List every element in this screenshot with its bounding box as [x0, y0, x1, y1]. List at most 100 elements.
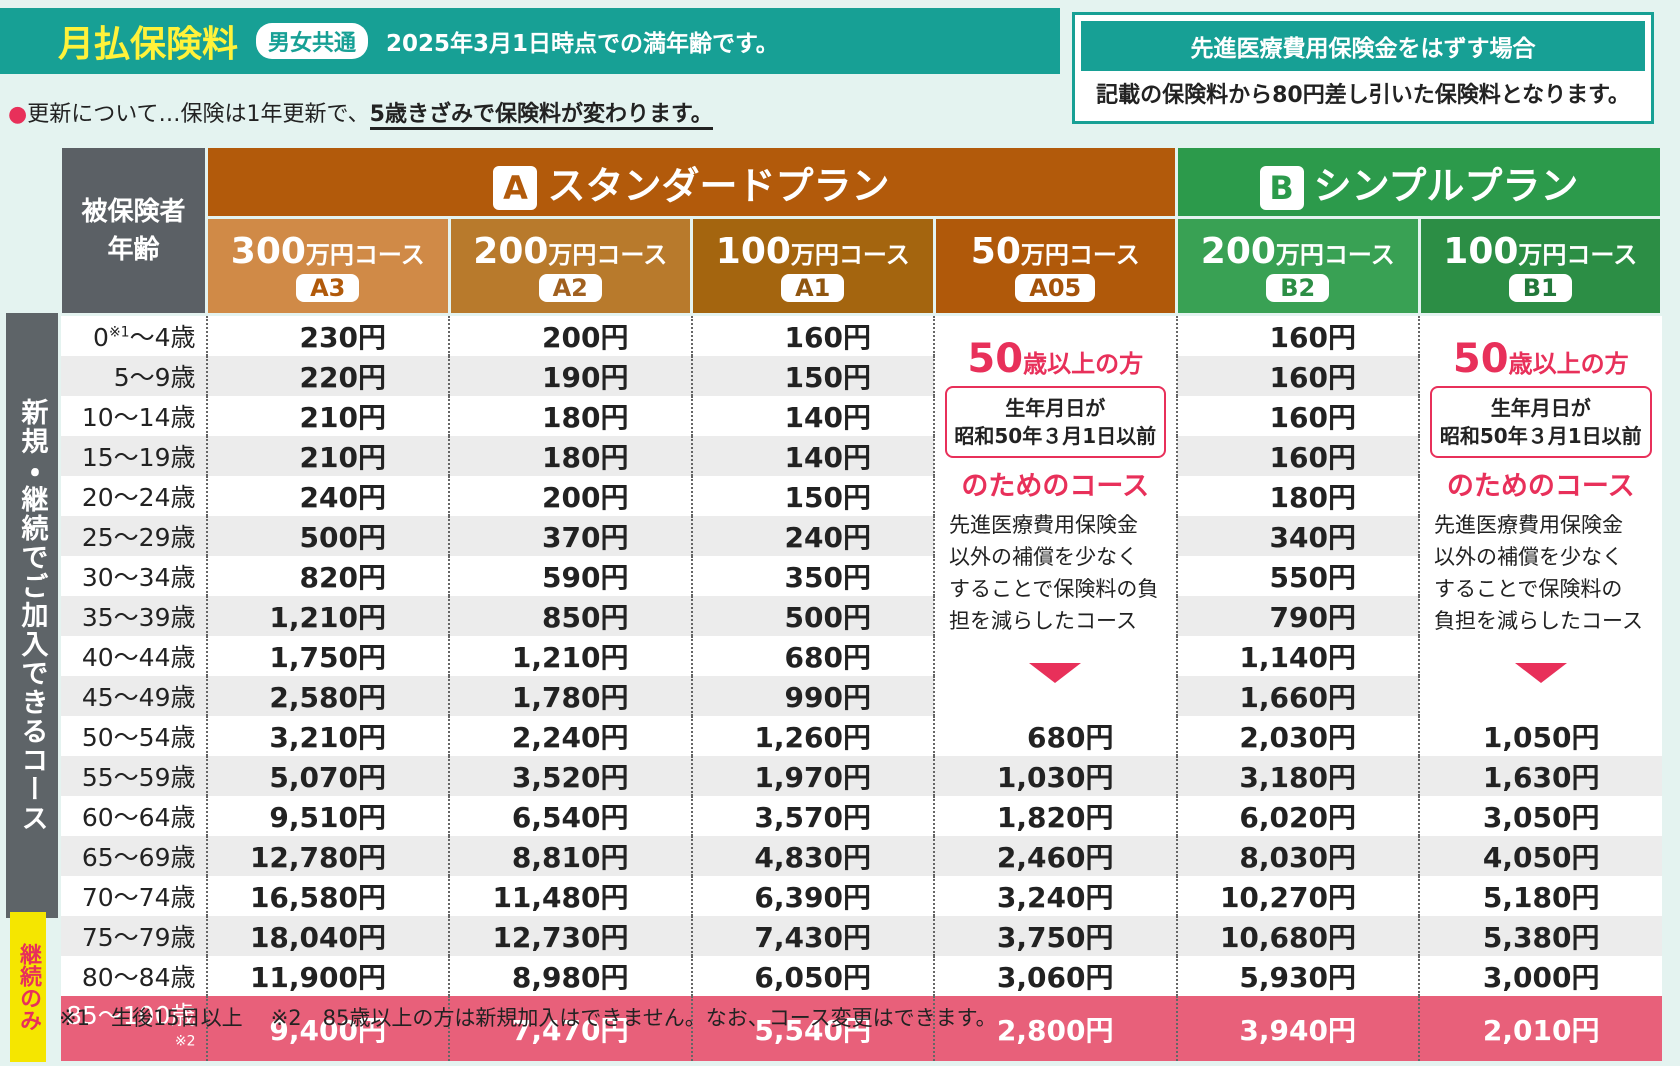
note-heading-text: 歳以上の方 — [1023, 350, 1144, 378]
table-row: 0※1〜4歳 230円 200円 160円 50歳以上の方 生年月日が 昭和50年３月1日以… — [60, 314, 1662, 716]
premium: 1,780円 — [448, 676, 692, 716]
premium: 180円 — [1175, 476, 1419, 516]
note-heading: 50歳以上の方 — [941, 336, 1170, 382]
table-row: 80〜84歳 11,900円 8,980円 6,050円 3,060円 5,930円 3,0… — [60, 956, 1662, 996]
premium: 240円 — [205, 476, 449, 516]
premium: 6,540円 — [448, 796, 692, 836]
course-unit: 万円コース — [1518, 240, 1638, 269]
premium: 18,040円 — [205, 916, 449, 956]
course-amount: 200 — [1200, 230, 1276, 272]
course-code: A05 — [1015, 273, 1096, 302]
note-purpose: のためのコース — [961, 471, 1150, 502]
premium: 2,010円 — [1418, 996, 1662, 1061]
premium: 140円 — [690, 436, 934, 476]
side-box: 先進医療費用保険金をはずす場合 記載の保険料から80円差し引いた保険料となります… — [1072, 12, 1654, 124]
note-cell: 50歳以上の方 生年月日が 昭和50年３月1日以前 のためのコース 先進医療費用保険金以… — [1418, 314, 1662, 716]
badge: 男女共通 — [256, 23, 369, 59]
premium: 370円 — [448, 516, 692, 556]
premium: 11,480円 — [448, 876, 692, 916]
note-desc-line: 負担を減らしたコース — [1434, 609, 1643, 633]
age-note: ※1 — [108, 324, 130, 341]
premium: 1,050円 — [1418, 716, 1662, 756]
premium: 150円 — [690, 476, 934, 516]
premium: 140円 — [690, 396, 934, 436]
premium: 1,660円 — [1175, 676, 1419, 716]
age-cell: 65〜69歳 — [60, 836, 207, 876]
course-amount: 100 — [1443, 230, 1519, 272]
premium: 3,180円 — [1175, 756, 1419, 796]
premium: 210円 — [205, 396, 449, 436]
premium: 4,830円 — [690, 836, 934, 876]
premium: 3,240円 — [933, 876, 1177, 916]
note-purpose: のためのコース — [1446, 471, 1635, 502]
table-row: 50〜54歳 3,210円 2,240円 1,260円 680円 2,030円 1,050円 — [60, 716, 1662, 756]
age: 10〜14歳 — [81, 403, 196, 432]
age-cell: 10〜14歳 — [60, 396, 207, 436]
age-cell: 0※1〜4歳 — [60, 314, 207, 356]
premium: 220円 — [205, 356, 449, 396]
course-unit: 万円コース — [1275, 240, 1395, 269]
premium: 210円 — [205, 436, 449, 476]
premium: 5,540円 — [690, 996, 934, 1061]
note-box-line: 昭和50年３月1日以前 — [954, 424, 1157, 448]
premium: 12,780円 — [205, 836, 449, 876]
plan-letter: A — [493, 165, 538, 210]
course-header: 100万円コース A1 — [690, 216, 936, 316]
course-unit: 万円コース — [790, 240, 910, 269]
table-row: 40〜44歳 1,750円 1,210円 680円 1,140円 — [60, 636, 1662, 676]
age: 30〜34歳 — [81, 563, 196, 592]
premium: 8,980円 — [448, 956, 692, 996]
note-box: 生年月日が 昭和50年３月1日以前 — [945, 386, 1166, 458]
premium: 3,570円 — [690, 796, 934, 836]
table-row: 75〜79歳 18,040円 12,730円 7,430円 3,750円 10,680円 5… — [60, 916, 1662, 956]
premium: 9,510円 — [205, 796, 449, 836]
premium: 990円 — [690, 676, 934, 716]
note-desc-line: 先進医療費用保険金 — [949, 513, 1138, 537]
age-cell: 30〜34歳 — [60, 556, 207, 596]
premium: 1,210円 — [205, 596, 449, 636]
renewal-emphasis: 5歳きざみで保険料が変わります。 — [369, 102, 713, 130]
premium: 3,060円 — [933, 956, 1177, 996]
premium: 6,390円 — [690, 876, 934, 916]
age-cell: 35〜39歳 — [60, 596, 207, 636]
age-note: ※2 — [174, 1033, 196, 1050]
premium: 10,270円 — [1175, 876, 1419, 916]
plan-header: A スタンダードプラン — [205, 145, 1178, 219]
course-unit: 万円コース — [548, 240, 668, 269]
age-header-line: 被保険者 — [81, 196, 186, 227]
note-desc-line: 以外の補償を少なく — [949, 545, 1138, 569]
age: 0 — [93, 323, 109, 352]
age: 〜4歳 — [129, 323, 196, 352]
age: 75〜79歳 — [81, 923, 196, 952]
age: 15〜19歳 — [81, 443, 196, 472]
age: 70〜74歳 — [81, 883, 196, 912]
premium: 180円 — [448, 396, 692, 436]
premium: 11,900円 — [205, 956, 449, 996]
footnote: ※1 生後15日以上 — [59, 1006, 243, 1030]
age-cell: 70〜74歳 — [60, 876, 207, 916]
premium: 1,260円 — [690, 716, 934, 756]
premium: 6,020円 — [1175, 796, 1419, 836]
premium: 4,050円 — [1418, 836, 1662, 876]
premium: 3,050円 — [1418, 796, 1662, 836]
premium: 10,680円 — [1175, 916, 1419, 956]
note-heading-num: 50 — [1452, 336, 1509, 382]
age-cell: 75〜79歳 — [60, 916, 207, 956]
premium: 500円 — [690, 596, 934, 636]
age: 40〜44歳 — [81, 643, 196, 672]
table-row: 55〜59歳 5,070円 3,520円 1,970円 1,030円 3,180円 1,63… — [60, 756, 1662, 796]
course-unit: 万円コース — [305, 240, 425, 269]
table-row: 70〜74歳 16,580円 11,480円 6,390円 3,240円 10,270円 5… — [60, 876, 1662, 916]
note-arrow — [1029, 663, 1082, 683]
course-code: A1 — [781, 273, 845, 302]
course-amount: 300 — [230, 230, 306, 272]
banner: 月払保険料 男女共通 2025年3月1日時点での満年齢です。 — [0, 8, 1060, 74]
premium: 3,520円 — [448, 756, 692, 796]
age: 5〜9歳 — [113, 363, 196, 392]
premium-table: 被保険者 年齢 A スタンダードプラン B シンプルプラン 300万円コース A3 200万円コ… — [59, 145, 1663, 1061]
premium: 1,630円 — [1418, 756, 1662, 796]
premium: 500円 — [205, 516, 449, 556]
premium: 160円 — [1175, 314, 1419, 356]
table-row: 35〜39歳 1,210円 850円 500円 790円 — [60, 596, 1662, 636]
premium: 9,400円 — [205, 996, 449, 1061]
